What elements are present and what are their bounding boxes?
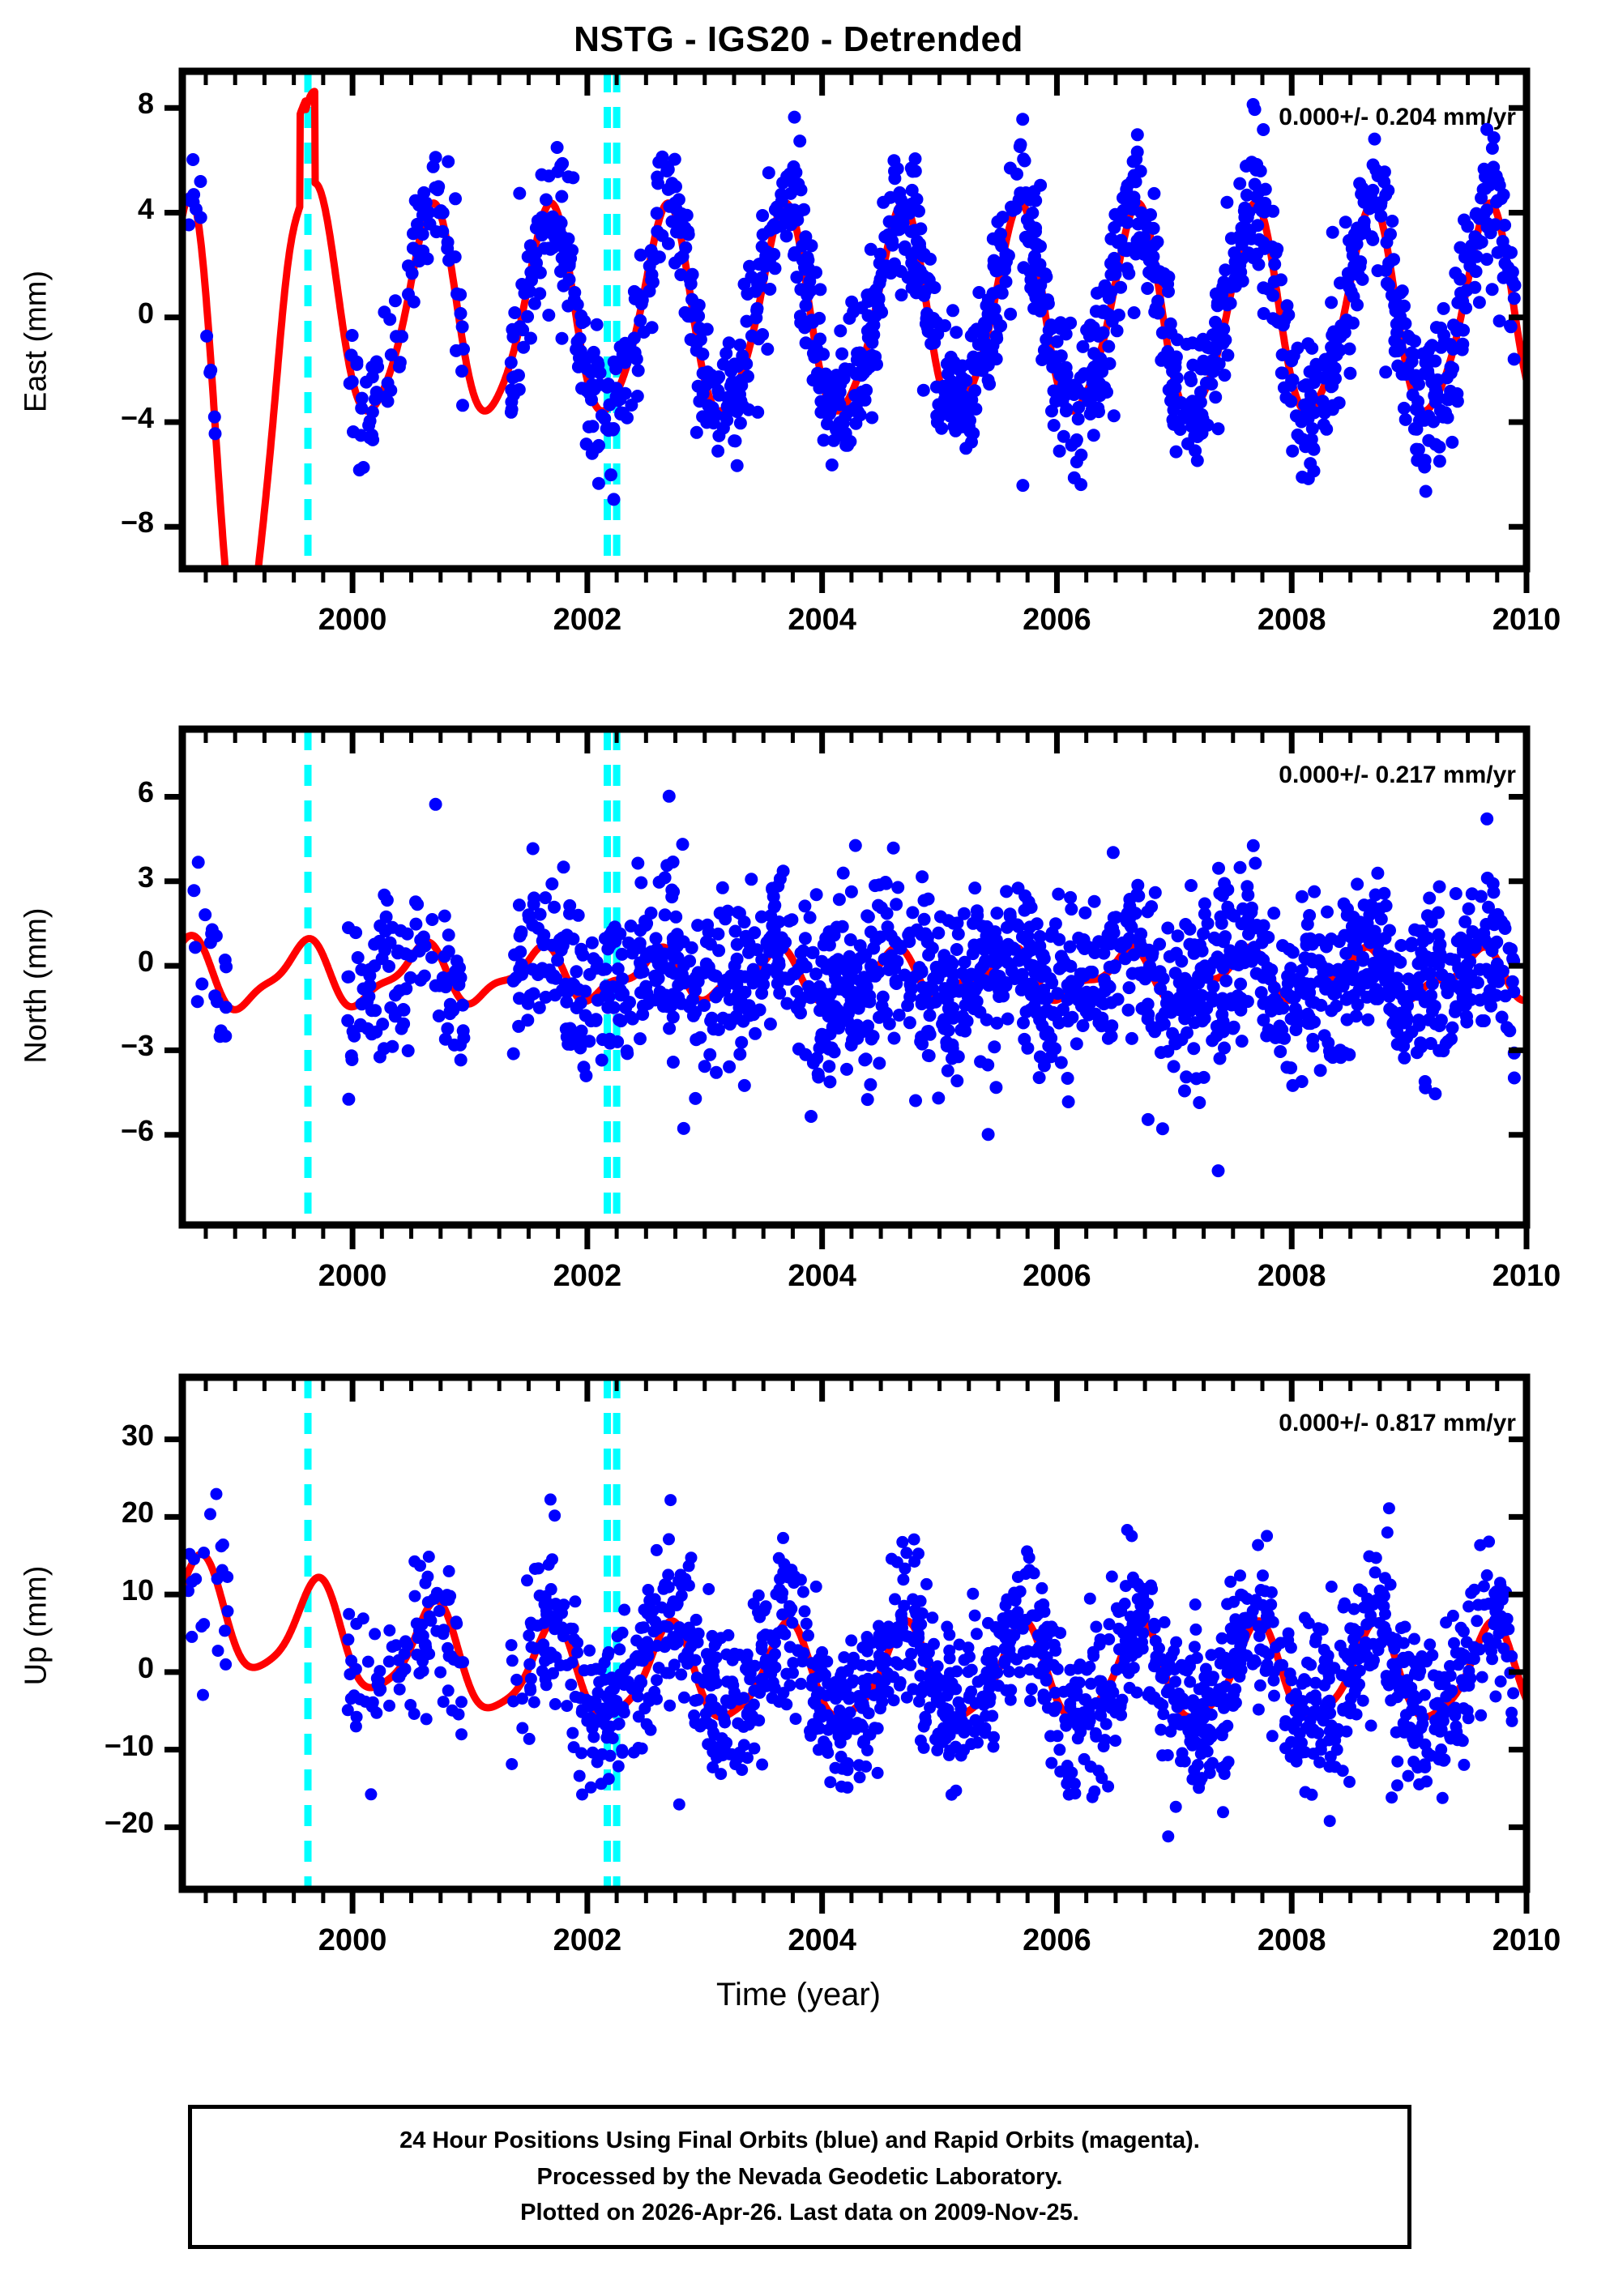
caption-box: 24 Hour Positions Using Final Orbits (bl… [188, 2105, 1411, 2249]
xtick-up-3: 2006 [1023, 1923, 1091, 1957]
ytick-up-3: 0 [137, 1650, 154, 1684]
xlabel: Time (year) [716, 1977, 881, 2012]
rate-label-north: 0.000+/- 0.217 mm/yr [1279, 762, 1516, 788]
caption-line-1: 24 Hour Positions Using Final Orbits (bl… [399, 2127, 1200, 2153]
xtick-east-3: 2006 [1023, 603, 1091, 637]
figure-title: NSTG - IGS20 - Detrended [574, 19, 1023, 59]
xtick-up-0: 2000 [318, 1923, 387, 1957]
ytick-up-5: −20 [104, 1806, 154, 1840]
xtick-north-5: 2010 [1492, 1259, 1561, 1293]
rate-label-east: 0.000+/- 0.204 mm/yr [1279, 104, 1516, 130]
ytick-north-0: 6 [137, 775, 154, 809]
ytick-up-2: 10 [121, 1573, 154, 1607]
caption-line-2: Processed by the Nevada Geodetic Laborat… [536, 2163, 1063, 2190]
xtick-east-1: 2002 [553, 603, 622, 637]
rate-label-up: 0.000+/- 0.817 mm/yr [1279, 1410, 1516, 1436]
plot-area-up[interactable] [0, 1280, 1597, 1993]
panel-east: NSTG - IGS20 - Detrended 0.000+/- 0.204 … [0, 0, 1597, 640]
ytick-up-4: −10 [104, 1728, 154, 1762]
xtick-up-2: 2004 [788, 1923, 856, 1957]
panel-north: 0.000+/- 0.217 mm/yr North (mm) [0, 640, 1597, 1280]
ytick-east-3: −4 [120, 401, 154, 435]
xtick-up-4: 2008 [1257, 1923, 1326, 1957]
ytick-north-1: 3 [137, 860, 154, 894]
xtick-east-0: 2000 [318, 603, 387, 637]
ytick-north-2: 0 [137, 945, 154, 979]
ytick-north-3: −3 [120, 1029, 154, 1063]
ytick-east-2: 0 [137, 296, 154, 330]
xtick-north-0: 2000 [318, 1259, 387, 1293]
xtick-east-4: 2008 [1257, 603, 1326, 637]
ytick-up-0: 30 [121, 1418, 154, 1452]
xtick-east-5: 2010 [1492, 603, 1561, 637]
xtick-north-3: 2006 [1023, 1259, 1091, 1293]
caption-line-3: Plotted on 2026-Apr-26. Last data on 200… [520, 2200, 1079, 2226]
ytick-east-4: −8 [120, 506, 154, 540]
xtick-north-1: 2002 [553, 1259, 622, 1293]
plot-area-north[interactable] [0, 640, 1597, 1280]
xtick-east-2: 2004 [788, 603, 856, 637]
plot-area-east[interactable] [0, 0, 1597, 640]
xtick-up-5: 2010 [1492, 1923, 1561, 1957]
xtick-north-4: 2008 [1257, 1259, 1326, 1293]
panel-up: 0.000+/- 0.817 mm/yr Up (mm) Time (year) [0, 1280, 1597, 2012]
xtick-north-2: 2004 [788, 1259, 856, 1293]
ytick-up-1: 20 [121, 1496, 154, 1530]
ytick-east-1: 4 [137, 191, 154, 225]
ytick-east-0: 8 [137, 87, 154, 121]
ytick-north-4: −6 [120, 1113, 154, 1147]
xtick-up-1: 2002 [553, 1923, 622, 1957]
